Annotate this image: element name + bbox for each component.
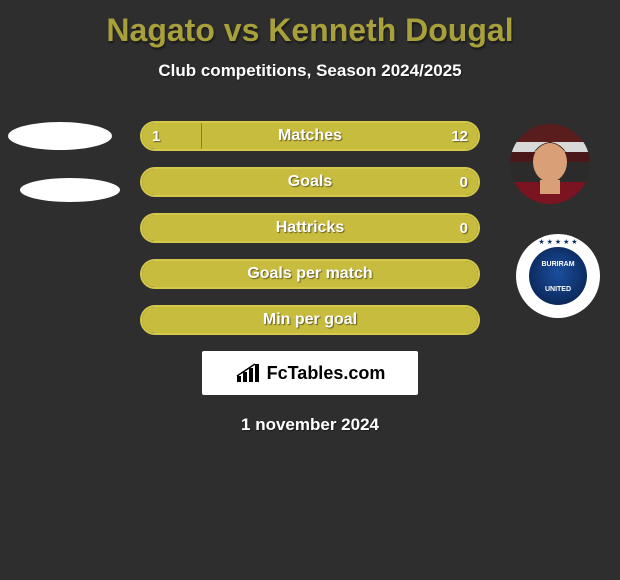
badge-text-top: BURIRAM — [529, 261, 587, 268]
bar-label: Goals per match — [142, 261, 478, 287]
bar-label: Min per goal — [142, 307, 478, 333]
logo-chart-icon — [235, 362, 261, 384]
badge-text-bottom: UNITED — [529, 286, 587, 293]
bar-label: Matches — [142, 123, 478, 149]
bar-label: Goals — [142, 169, 478, 195]
comparison-chart: 1 Matches 12 Goals 0 Hattricks 0 Goals p… — [140, 121, 480, 335]
bar-value-right: 0 — [460, 215, 468, 241]
bar-value-right: 0 — [460, 169, 468, 195]
bar-row-min-per-goal: Min per goal — [140, 305, 480, 335]
player-avatar-right — [510, 124, 590, 204]
page-title: Nagato vs Kenneth Dougal — [0, 0, 620, 49]
bar-row-goals: Goals 0 — [140, 167, 480, 197]
bar-label: Hattricks — [142, 215, 478, 241]
date-text: 1 november 2024 — [0, 415, 620, 435]
badge-inner-circle: BURIRAM UNITED — [529, 247, 587, 305]
left-placeholder-ellipse-2 — [20, 178, 120, 202]
badge-stars: ★ ★ ★ ★ ★ — [516, 238, 600, 246]
bar-row-goals-per-match: Goals per match — [140, 259, 480, 289]
bar-row-matches: 1 Matches 12 — [140, 121, 480, 151]
bar-value-right: 12 — [451, 123, 468, 149]
bar-row-hattricks: Hattricks 0 — [140, 213, 480, 243]
logo-text: FcTables.com — [267, 363, 386, 384]
club-badge-right: ★ ★ ★ ★ ★ BURIRAM UNITED — [516, 234, 600, 318]
avatar-illustration — [510, 124, 590, 204]
left-placeholder-ellipse-1 — [8, 122, 112, 150]
site-logo: FcTables.com — [202, 351, 418, 395]
page-subtitle: Club competitions, Season 2024/2025 — [0, 61, 620, 81]
